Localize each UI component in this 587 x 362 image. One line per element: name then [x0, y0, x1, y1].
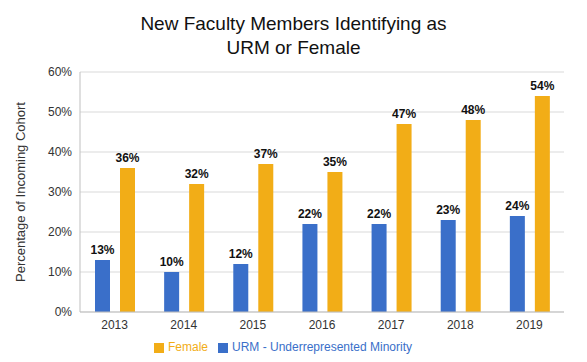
- svg-text:12%: 12%: [229, 247, 253, 261]
- svg-text:10%: 10%: [160, 255, 184, 269]
- svg-text:2018: 2018: [447, 318, 474, 332]
- svg-text:13%: 13%: [90, 243, 114, 257]
- svg-text:22%: 22%: [298, 207, 322, 221]
- svg-text:20%: 20%: [48, 225, 72, 239]
- svg-text:36%: 36%: [115, 151, 139, 165]
- svg-text:22%: 22%: [367, 207, 391, 221]
- svg-text:30%: 30%: [48, 185, 72, 199]
- svg-text:47%: 47%: [392, 107, 416, 121]
- svg-text:24%: 24%: [505, 199, 529, 213]
- svg-text:48%: 48%: [461, 103, 485, 117]
- html-text:URM - Underrepresented Minorit: URM - Underrepresented Minority: [232, 340, 412, 354]
- svg-text:10%: 10%: [48, 265, 72, 279]
- svg-text:40%: 40%: [48, 145, 72, 159]
- svg-text:35%: 35%: [323, 155, 347, 169]
- svg-text:32%: 32%: [185, 167, 209, 181]
- svg-text:2016: 2016: [309, 318, 336, 332]
- html-text:URM or Female: URM or Female: [226, 37, 361, 58]
- svg-text:50%: 50%: [48, 105, 72, 119]
- svg-text:2019: 2019: [516, 318, 543, 332]
- svg-text:23%: 23%: [436, 203, 460, 217]
- html-text:Female: Female: [168, 340, 208, 354]
- svg-text:2015: 2015: [240, 318, 267, 332]
- svg-text:54%: 54%: [530, 79, 554, 93]
- html-text:New Faculty Members Identifyin: New Faculty Members Identifying as: [140, 13, 447, 34]
- svg-text:37%: 37%: [254, 147, 278, 161]
- svg-text:2013: 2013: [101, 318, 128, 332]
- svg-text:0%: 0%: [55, 305, 73, 319]
- svg-text:2017: 2017: [378, 318, 405, 332]
- svg-text:Percentage of Incoming Cohort: Percentage of Incoming Cohort: [13, 102, 28, 282]
- svg-text:2014: 2014: [170, 318, 197, 332]
- svg-text:60%: 60%: [48, 65, 72, 79]
